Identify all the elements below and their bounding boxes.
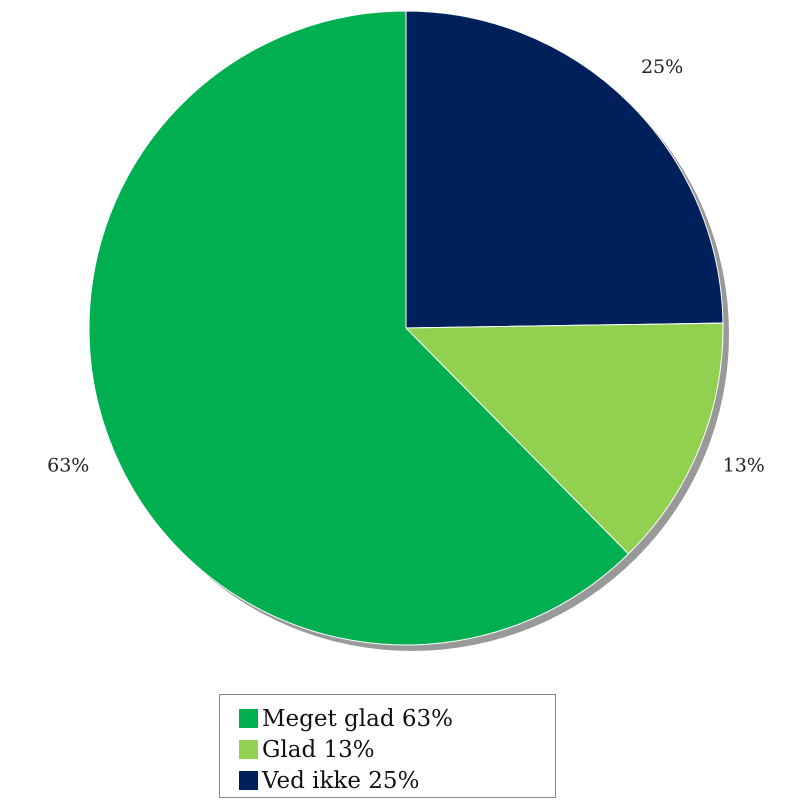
pie-slices [88,10,724,646]
legend-item-meget-glad: Meget glad 63% [239,703,555,734]
legend-label-glad: Glad 13% [262,736,375,763]
slice-label-1: 13% [723,454,765,476]
legend: Meget glad 63% Glad 13% Ved ikke 25% [219,694,556,798]
legend-swatch-glad [239,740,258,759]
slice-labels: 25% 13% 63% [47,56,765,476]
legend-item-glad: Glad 13% [239,734,555,765]
pie-slice-1 [404,322,724,555]
slice-label-0: 25% [641,56,683,78]
legend-swatch-ved-ikke [239,771,258,790]
slice-label-2: 63% [47,454,89,476]
legend-label-ved-ikke: Ved ikke 25% [262,767,420,794]
pie-slice-2 [88,10,630,646]
legend-label-meget-glad: Meget glad 63% [262,705,453,732]
legend-item-ved-ikke: Ved ikke 25% [239,765,555,796]
legend-swatch-meget-glad [239,709,258,728]
pie-slice-0 [405,10,724,329]
